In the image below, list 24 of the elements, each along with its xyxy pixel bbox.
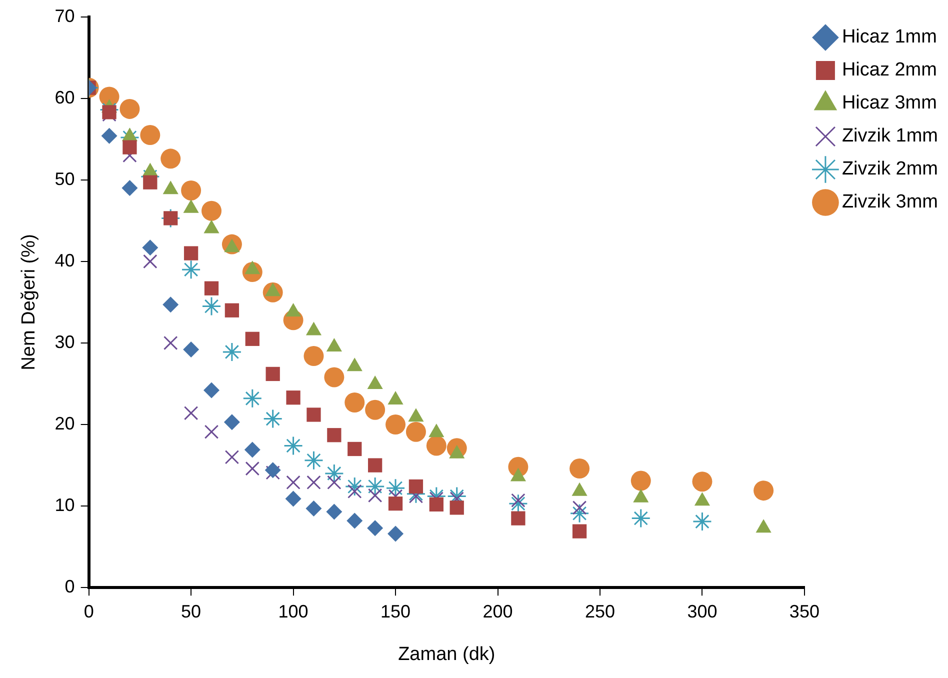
x-axis-title: Zaman (dk): [398, 644, 496, 665]
x-tick-label: 50: [181, 601, 202, 622]
y-tick-label: 70: [54, 6, 75, 26]
x-tick-label: 150: [380, 601, 411, 622]
x-tick-label: 0: [84, 601, 94, 622]
x-tick-label: 250: [584, 601, 616, 622]
x-tick-label: 200: [482, 601, 513, 622]
y-tick-label: 40: [54, 250, 75, 270]
x-tick-label: 100: [278, 601, 308, 622]
legend-label: Zivzik 2mm: [842, 158, 938, 180]
legend-label: Hicaz 3mm: [842, 92, 937, 114]
x-tick-label: 350: [789, 601, 820, 622]
y-tick-label: 20: [54, 413, 75, 434]
y-tick-label: 10: [54, 495, 75, 516]
y-tick-label: 50: [54, 168, 75, 189]
legend-label: Hicaz 1mm: [842, 26, 937, 48]
legend-label: Hicaz 2mm: [842, 60, 937, 81]
y-tick-label: 30: [54, 332, 75, 352]
y-tick-label: 0: [64, 576, 75, 597]
x-tick-label: 300: [687, 601, 718, 622]
y-tick-label: 60: [54, 87, 75, 108]
legend-label: Zivzik 3mm: [842, 192, 938, 213]
y-axis-title: Nem Değeri (%): [18, 234, 40, 370]
legend-label: Zivzik 1mm: [842, 126, 938, 147]
